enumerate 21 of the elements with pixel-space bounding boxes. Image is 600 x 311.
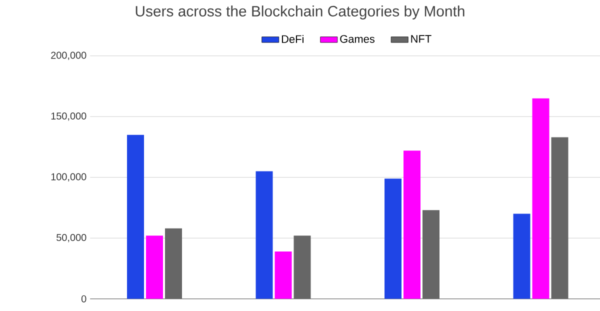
bar: [294, 236, 311, 299]
bar: [532, 98, 550, 299]
bar: [384, 178, 402, 299]
bar: [513, 214, 530, 299]
bar: [127, 134, 144, 299]
y-tick-label: 100,000: [51, 173, 86, 182]
legend-label: Games: [340, 35, 375, 43]
bar: [404, 150, 421, 299]
bar: [165, 228, 182, 299]
bar: [146, 236, 164, 299]
bar: [274, 251, 292, 299]
y-tick-label: 0: [81, 295, 86, 302]
legend-label: DeFi: [282, 34, 304, 43]
y-tick-label: 200,000: [51, 52, 86, 60]
bar: [256, 171, 273, 299]
bar: [422, 210, 440, 299]
bar: [551, 137, 568, 299]
legend-label: NFT: [411, 35, 432, 43]
chart-title: Users across the Blockchain Categories by Month: [136, 6, 464, 20]
y-tick-label: 150,000: [51, 112, 86, 121]
y-tick-label: 50,000: [56, 234, 86, 242]
